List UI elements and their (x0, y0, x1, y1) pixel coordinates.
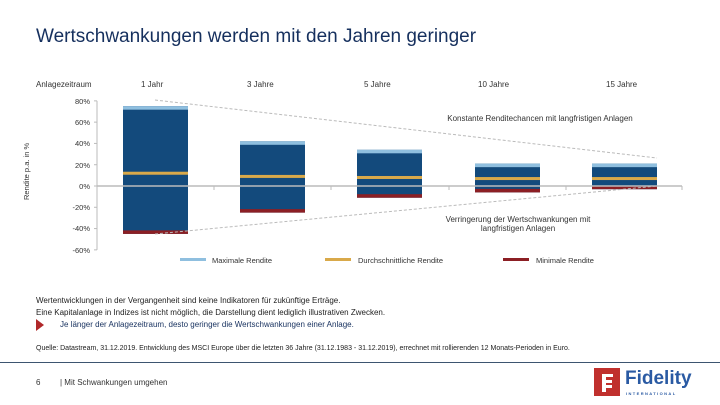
max-marker (123, 106, 188, 110)
range-bar (357, 149, 422, 198)
footer-divider (0, 362, 720, 363)
min-marker (592, 185, 657, 190)
legend-swatch (325, 258, 351, 261)
key-message: Je länger der Anlagezeitraum, desto geri… (60, 320, 354, 329)
range-bar (592, 163, 657, 190)
max-marker (240, 141, 305, 145)
disclaimer-index: Eine Kapitalanlage in Indizes ist nicht … (36, 308, 386, 317)
avg-marker (123, 171, 188, 175)
annotation-upper: Konstante Renditechancen mit langfristig… (447, 114, 633, 123)
legend-min-label: Minimale Rendite (536, 256, 594, 265)
page-title: Wertschwankungen werden mit den Jahren g… (36, 26, 477, 47)
max-marker (592, 163, 657, 168)
min-marker (475, 188, 540, 193)
avg-marker (592, 177, 657, 181)
category-label: 1 Jahr (141, 80, 164, 89)
fidelity-logo-icon (594, 368, 620, 396)
triangle-bullet-icon (36, 319, 44, 331)
legend-avg-label: Durchschnittliche Rendite (358, 256, 444, 265)
disclaimer-performance: Wertentwicklungen in der Vergangenheit s… (36, 296, 341, 305)
y-tick-label: 60% (74, 118, 90, 127)
y-tick-label: 20% (74, 161, 90, 170)
lower-trend-line (154, 185, 658, 235)
max-marker (357, 149, 422, 154)
upper-trend-line (154, 99, 658, 159)
legend-swatch (180, 258, 206, 261)
source-note: Quelle: Datastream, 31.12.2019. Entwickl… (36, 345, 570, 352)
category-label: 10 Jahre (478, 80, 510, 89)
y-tick-label: 40% (74, 139, 90, 148)
y-tick-label: 0% (79, 182, 90, 191)
legend-max-label: Maximale Rendite (212, 256, 273, 265)
logo-wordmark: Fidelity (625, 368, 692, 389)
min-marker (123, 230, 188, 234)
min-marker (357, 194, 422, 198)
min-marker (240, 209, 305, 213)
avg-marker (240, 174, 305, 178)
category-label: 5 Jahre (364, 80, 391, 89)
avg-marker (357, 175, 422, 179)
y-tick-label: -40% (72, 224, 90, 233)
header-anlagezeitraum: Anlagezeitraum (36, 80, 92, 89)
max-marker (475, 163, 540, 168)
avg-marker (475, 177, 540, 181)
page-number: 6 (36, 378, 41, 387)
annotation-lower: Verringerung der Wertschwankungen mit la… (445, 215, 591, 233)
y-tick-label: 80% (74, 97, 90, 106)
category-label: 3 Jahre (247, 80, 274, 89)
legend-swatch (503, 258, 529, 261)
range-bar (123, 106, 188, 234)
y-tick-label: -20% (72, 203, 90, 212)
logo-subtitle: INTERNATIONAL (626, 391, 677, 396)
y-tick-label: -60% (72, 246, 90, 255)
category-label: 15 Jahre (606, 80, 638, 89)
section-title: | Mit Schwankungen umgehen (60, 378, 168, 387)
